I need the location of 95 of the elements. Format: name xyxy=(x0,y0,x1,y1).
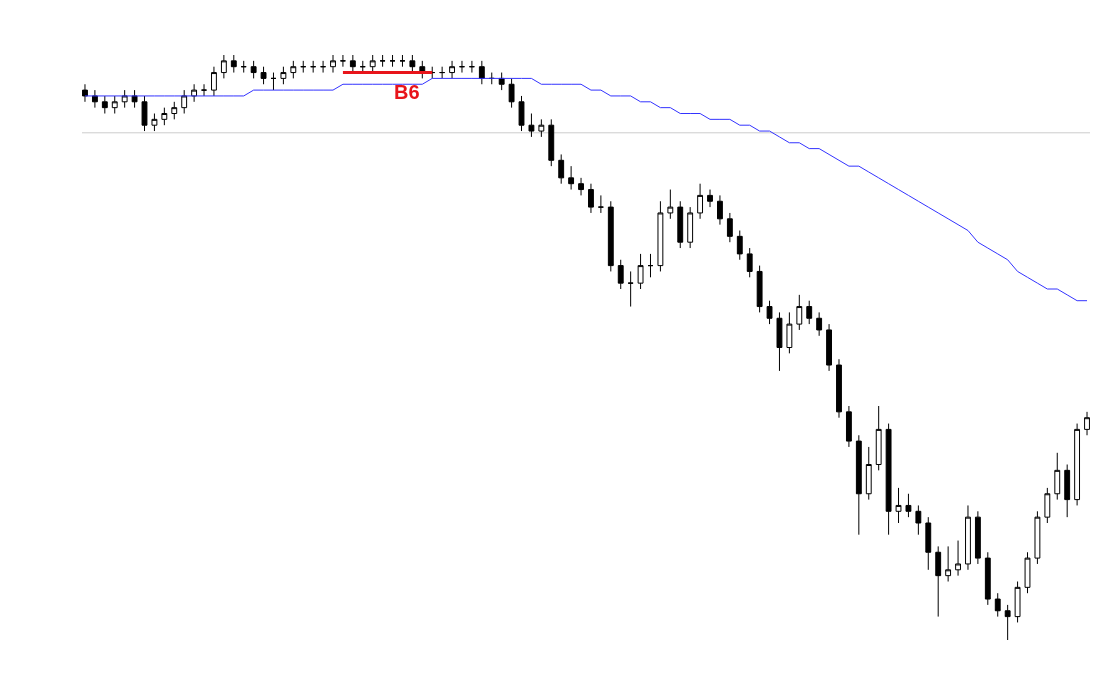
candlestick xyxy=(578,177,584,196)
candlestick xyxy=(974,510,981,565)
candlestick xyxy=(141,95,148,132)
candlestick xyxy=(1054,452,1061,501)
candlestick xyxy=(161,107,168,126)
candlestick xyxy=(1004,604,1011,640)
candlestick xyxy=(1064,464,1071,518)
candlestick xyxy=(816,311,823,337)
candlestick xyxy=(369,55,376,74)
candlestick xyxy=(994,592,1001,618)
candlestick xyxy=(449,60,455,79)
candlestick xyxy=(647,253,654,278)
candlestick xyxy=(211,66,217,97)
series-label: B6 xyxy=(394,81,420,103)
candlestick xyxy=(488,72,495,85)
candlestick xyxy=(1044,487,1051,524)
candlestick xyxy=(687,206,694,249)
candlestick xyxy=(151,113,158,132)
candlestick xyxy=(379,55,386,68)
candlestick xyxy=(786,311,793,354)
candlestick xyxy=(548,118,555,167)
candlestick xyxy=(984,551,991,606)
candlestick xyxy=(220,55,227,79)
candlestick xyxy=(1024,551,1031,594)
candlestick xyxy=(746,247,753,278)
candlestick xyxy=(300,60,307,74)
candlestick xyxy=(1074,423,1081,506)
candlestick xyxy=(538,118,545,138)
candlestick xyxy=(349,55,356,74)
candlestick xyxy=(965,504,971,571)
candlestick xyxy=(250,60,257,79)
candlestick xyxy=(806,300,813,325)
candlestick xyxy=(508,77,515,109)
candlestick xyxy=(111,95,118,114)
candlestick xyxy=(875,405,882,471)
candlestick xyxy=(935,545,942,618)
candlestick xyxy=(290,60,297,79)
candlestick xyxy=(389,55,396,68)
candlestick xyxy=(667,189,674,220)
candlestick xyxy=(240,60,247,74)
candlestick xyxy=(340,55,346,68)
candlestick xyxy=(845,405,852,448)
candlestick xyxy=(736,230,743,261)
candlestick xyxy=(518,95,525,132)
candlestick xyxy=(181,89,188,114)
candlestick xyxy=(230,55,237,74)
candlestick xyxy=(855,434,862,536)
candlestick xyxy=(627,270,634,308)
candlestick xyxy=(796,294,803,331)
candlestick xyxy=(885,423,892,536)
candlestick xyxy=(429,66,436,79)
candlestick xyxy=(359,60,366,74)
candlestick xyxy=(637,253,644,290)
candlestick xyxy=(1034,510,1041,565)
candlestick xyxy=(1014,581,1021,623)
candlestick xyxy=(865,446,872,501)
candlestick xyxy=(657,200,664,272)
candlestick xyxy=(439,66,446,79)
candlestick xyxy=(280,66,287,85)
candlestick xyxy=(597,194,604,214)
candlestick xyxy=(528,113,535,138)
candlestick xyxy=(82,83,88,103)
candlestick xyxy=(776,311,783,372)
candlestick xyxy=(171,101,178,120)
candlestick xyxy=(697,183,704,220)
candlestick xyxy=(945,545,952,582)
candlestick xyxy=(270,72,277,91)
candlestick xyxy=(607,200,614,272)
candlestick xyxy=(320,60,327,74)
candlestick xyxy=(826,323,832,372)
candlestick xyxy=(925,516,932,571)
candlestick xyxy=(707,189,713,208)
candlestick xyxy=(330,55,336,74)
candlestick xyxy=(717,194,723,226)
candlestick xyxy=(478,60,485,85)
candlestick xyxy=(836,358,842,419)
candlestick xyxy=(617,259,624,290)
candlestick xyxy=(568,165,575,191)
candlestick xyxy=(726,212,733,243)
candlestick xyxy=(588,183,594,214)
candlestick xyxy=(101,95,108,114)
candlestick xyxy=(558,153,565,185)
candlestick xyxy=(468,60,475,74)
candlestick xyxy=(915,504,922,536)
candlestick xyxy=(260,66,267,85)
candlestick xyxy=(310,60,317,74)
candlestick xyxy=(399,55,406,68)
candlestick xyxy=(766,300,773,325)
candlestick xyxy=(895,487,902,524)
candlestick xyxy=(677,200,684,249)
candlestick xyxy=(1084,411,1090,436)
candlestick xyxy=(905,493,912,518)
candlestick xyxy=(756,265,763,313)
candlestick xyxy=(409,55,416,74)
candlestick xyxy=(955,540,961,577)
